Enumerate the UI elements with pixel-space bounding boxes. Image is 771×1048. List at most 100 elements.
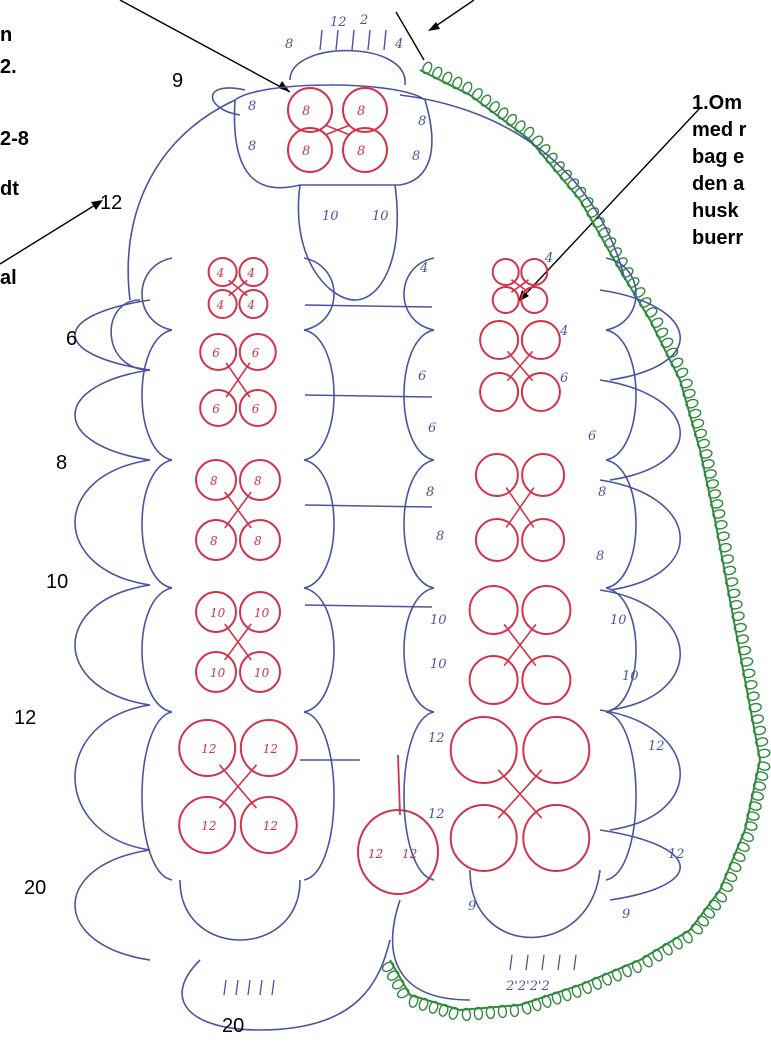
picot-loop: [691, 418, 705, 429]
picot-loop: [396, 987, 410, 999]
chain-scallop: [74, 584, 151, 706]
ring-thread-line: [397, 754, 401, 816]
ring: [491, 286, 520, 314]
picot-loop: [642, 955, 653, 968]
ring: [207, 289, 238, 319]
ring-count-label: 12: [368, 847, 383, 861]
picot-loop: [581, 981, 592, 994]
picot-loop: [509, 1003, 520, 1018]
ring-count-label: 4: [216, 298, 225, 312]
picot-loop: [386, 970, 400, 981]
picot-loop: [682, 388, 696, 399]
chain-count-label: 6: [428, 421, 436, 436]
chain-count-label: 10: [430, 613, 447, 628]
ring: [239, 459, 281, 501]
connecting-chain: [304, 394, 433, 398]
picot-loop: [736, 841, 750, 852]
picot-loop: [497, 107, 509, 120]
picot-loop: [752, 781, 767, 791]
picot-loop: [720, 554, 735, 564]
picot-line: [319, 29, 323, 51]
ring: [479, 320, 520, 360]
picot-line: [573, 954, 577, 971]
chain-segment: [403, 257, 435, 331]
chain-count-label: 4: [559, 324, 568, 339]
picot-loop: [714, 520, 728, 530]
picot-loop: [731, 611, 745, 622]
picot-loop: [531, 135, 544, 147]
picot-loop: [631, 960, 642, 974]
picot-loop: [702, 907, 716, 919]
picot-loop: [733, 622, 747, 633]
chain-count-label: 8: [285, 37, 293, 52]
ring: [195, 459, 237, 501]
picot-loop: [580, 197, 594, 208]
ring-count-label: 10: [254, 666, 270, 680]
ring: [195, 651, 237, 693]
ring: [521, 655, 572, 705]
chain-count-label: 12: [668, 847, 685, 862]
picot-line: [247, 979, 251, 996]
picot-loop: [703, 469, 717, 479]
picot-loop: [701, 459, 715, 469]
picot-loop: [748, 702, 762, 713]
ring: [287, 127, 333, 173]
picot-loop: [473, 1006, 484, 1021]
picot-loop: [737, 645, 752, 656]
picot-loop: [696, 915, 710, 927]
picot-loop: [729, 600, 743, 610]
chain-count-label: 8: [436, 529, 444, 544]
chain-count-label: 4: [544, 251, 553, 266]
top-motif-chain: [233, 84, 433, 189]
pointer-arrow-line: [119, 0, 291, 93]
picot-loop: [551, 991, 562, 1005]
chain-segment: [403, 587, 435, 713]
ring-count-label: 10: [210, 606, 226, 620]
picot-loop: [714, 891, 728, 903]
chain-count-label: 10: [622, 669, 639, 684]
picot-loop: [592, 217, 605, 228]
picot-loop: [685, 398, 699, 409]
ring: [238, 389, 277, 427]
ring: [199, 333, 238, 371]
ring-count-label: 8: [210, 534, 218, 548]
picot-loop: [621, 267, 634, 278]
top-motif-chain: [297, 184, 399, 301]
picot-loop: [603, 237, 617, 248]
chain-count-label: 12: [428, 807, 445, 822]
picot-loop: [755, 737, 769, 747]
picot-loop: [750, 791, 765, 801]
chain-count-label: 4: [394, 37, 403, 52]
chain-arc: [127, 99, 236, 301]
picot-line: [557, 954, 561, 971]
chain-arc: [391, 899, 471, 1001]
picot-loop: [724, 871, 738, 882]
picot-loop: [574, 186, 587, 199]
pointer-arrow-line: [519, 107, 701, 301]
picot-loop: [757, 748, 771, 759]
ring-count-label: 8: [302, 144, 310, 159]
chain-segment: [141, 587, 173, 713]
picot-line: [259, 979, 263, 996]
chain-scallop: [599, 589, 681, 711]
picot-loop: [699, 449, 713, 459]
ring: [239, 519, 281, 561]
picot-line: [541, 954, 545, 971]
ring: [521, 585, 572, 635]
picot-loop: [672, 937, 683, 950]
ring-count-label: 4: [246, 266, 255, 280]
side-number: 20: [24, 877, 47, 899]
ring: [195, 519, 237, 561]
chain-scallop: [599, 479, 681, 591]
picot-loop: [670, 357, 684, 368]
ring-join-line: [324, 124, 351, 136]
ring: [239, 796, 298, 854]
picot-loop: [497, 1004, 508, 1019]
ring: [479, 372, 520, 412]
ring: [520, 258, 549, 286]
picot-loop: [633, 287, 646, 298]
picot-loop: [418, 997, 429, 1011]
arrow-head-icon: [428, 22, 440, 31]
picot-line: [335, 29, 339, 51]
